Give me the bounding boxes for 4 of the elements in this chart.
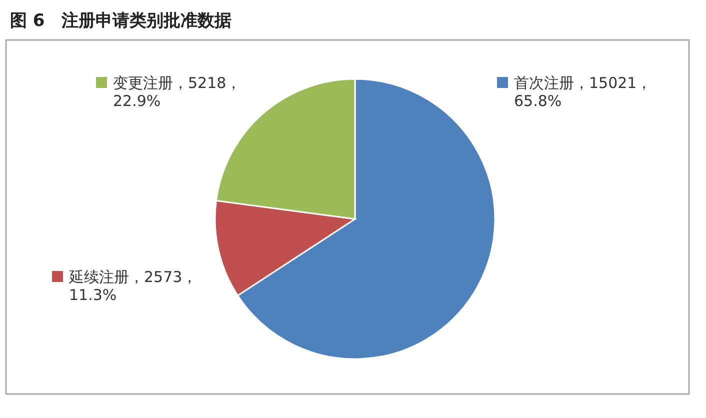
legend-label: 变更注册，5218，22.9% (113, 74, 242, 110)
chart-title: 图 6 注册申请类别批准数据 (10, 11, 232, 31)
legend-label: 延续注册，2573，11.3% (68, 268, 198, 304)
legend-label: 首次注册，15021，65.8% (514, 74, 652, 110)
